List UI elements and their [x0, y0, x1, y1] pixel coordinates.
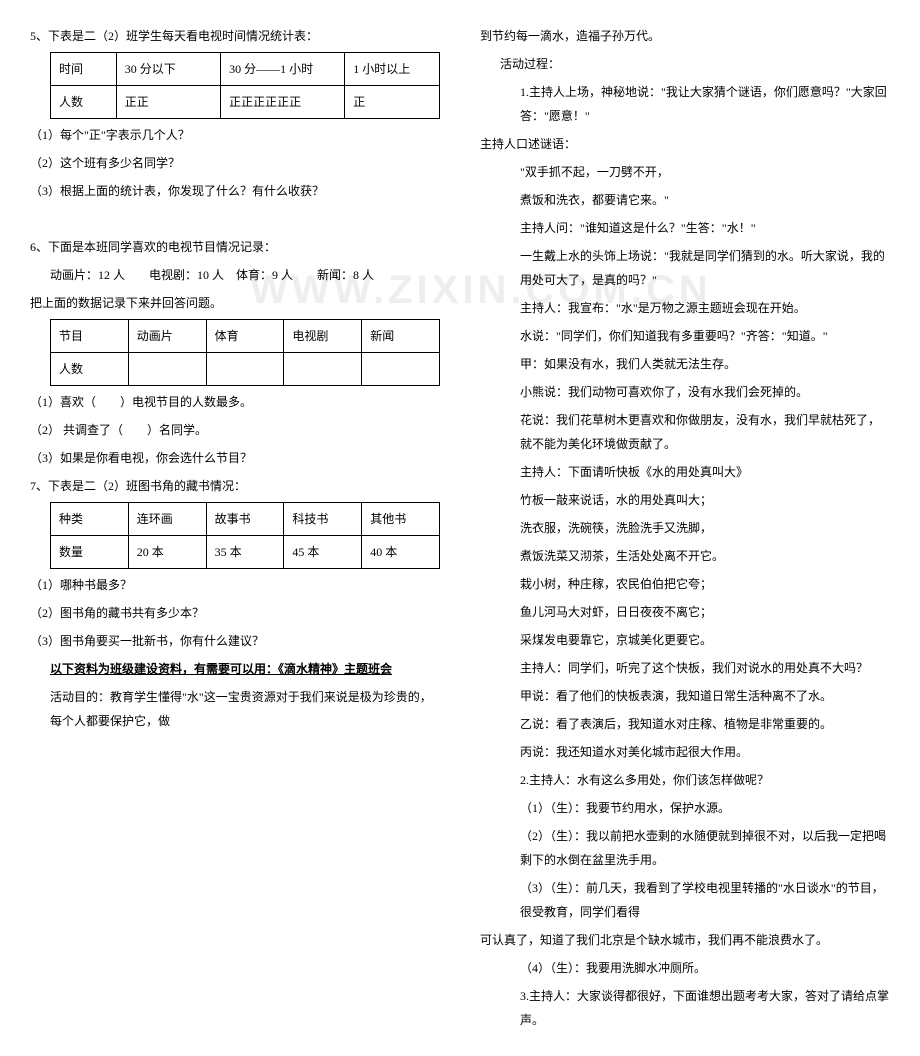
table-row: 人数 正正 正正正正正正 正: [51, 86, 440, 119]
table-row: 种类 连环画 故事书 科技书 其他书: [51, 503, 440, 536]
r-line: 丙说：我还知道水对美化城市起很大作用。: [480, 740, 890, 764]
q7-table: 种类 连环画 故事书 科技书 其他书 数量 20 本 35 本 45 本 40 …: [50, 502, 440, 569]
q5-sub3: （3）根据上面的统计表，你发现了什么？有什么收获？: [30, 179, 440, 203]
footer-line: 活动目的：教育学生懂得"水"这一宝贵资源对于我们来说是极为珍贵的，每个人都要保护…: [30, 685, 440, 733]
r-line: （3）（生）：前几天，我看到了学校电视里转播的"水日谈水"的节目，很受教育，同学…: [480, 876, 890, 924]
r-line: （1）（生）：我要节约用水，保护水源。: [480, 796, 890, 820]
table-row: 时间 30 分以下 30 分——1 小时 1 小时以上: [51, 53, 440, 86]
q6-record: 动画片：12 人 电视剧：10 人 体育：9 人 新闻：8 人: [30, 263, 440, 287]
q6-table: 节目 动画片 体育 电视剧 新闻 人数: [50, 319, 440, 386]
r-line: 小熊说：我们动物可喜欢你了，没有水我们会死掉的。: [480, 380, 890, 404]
r-line: 1.主持人上场，神秘地说："我让大家猜个谜语，你们愿意吗？"大家回答："愿意！": [480, 80, 890, 128]
r-line: 鱼儿河马大对虾，日日夜夜不离它；: [480, 600, 890, 624]
q6-title: 6、下面是本班同学喜欢的电视节目情况记录：: [30, 235, 440, 259]
q7-sub1: （1）哪种书最多？: [30, 573, 440, 597]
r-line: 采煤发电要靠它，京城美化更要它。: [480, 628, 890, 652]
q6-sub2: （2） 共调查了（ ）名同学。: [30, 418, 440, 442]
q5-title: 5、下表是二（2）班学生每天看电视时间情况统计表：: [30, 24, 440, 48]
r-line: 甲说：看了他们的快板表演，我知道日常生活种离不了水。: [480, 684, 890, 708]
r-line: 水说："同学们，你们知道我有多重要吗？"齐答："知道。": [480, 324, 890, 348]
q7-sub2: （2）图书角的藏书共有多少本？: [30, 601, 440, 625]
r-line: 3.主持人：大家谈得都很好，下面谁想出题考考大家，答对了请给点掌声。: [480, 984, 890, 1032]
table-row: 节目 动画片 体育 电视剧 新闻: [51, 320, 440, 353]
r-line: 洗衣服，洗碗筷，洗脸洗手又洗脚，: [480, 516, 890, 540]
r-line: 一生戴上水的头饰上场说："我就是同学们猜到的水。听大家说，我的用处可大了，是真的…: [480, 244, 890, 292]
table-row: 数量 20 本 35 本 45 本 40 本: [51, 536, 440, 569]
r-line: 主持人口述谜语：: [480, 132, 890, 156]
r-line: （4）（生）：我要用洗脚水冲厕所。: [480, 956, 890, 980]
r-line: "双手抓不起，一刀劈不开，: [480, 160, 890, 184]
q5-sub1: （1）每个"正"字表示几个人？: [30, 123, 440, 147]
q6-sub3: （3）如果是你看电视，你会选什么节目？: [30, 446, 440, 470]
q6-prompt: 把上面的数据记录下来并回答问题。: [30, 291, 440, 315]
r-line: 主持人问："谁知道这是什么？"生答："水！": [480, 216, 890, 240]
r-line: 主持人：同学们，听完了这个快板，我们对说水的用处真不大吗？: [480, 656, 890, 680]
q5-sub2: （2）这个班有多少名同学？: [30, 151, 440, 175]
r-line: 乙说：看了表演后，我知道水对庄稼、植物是非常重要的。: [480, 712, 890, 736]
r-line: 主持人：下面请听快板《水的用处真叫大》: [480, 460, 890, 484]
r-line: 煮饭洗菜又沏茶，生活处处离不开它。: [480, 544, 890, 568]
r-line: 到节约每一滴水，造福子孙万代。: [480, 24, 890, 48]
table-row: 人数: [51, 353, 440, 386]
r-line: 煮饭和洗衣，都要请它来。": [480, 188, 890, 212]
left-column: 5、下表是二（2）班学生每天看电视时间情况统计表： 时间 30 分以下 30 分…: [30, 20, 440, 1036]
q7-title: 7、下表是二（2）班图书角的藏书情况：: [30, 474, 440, 498]
r-line: 可认真了，知道了我们北京是个缺水城市，我们再不能浪费水了。: [480, 928, 890, 952]
q7-sub3: （3）图书角要买一批新书，你有什么建议？: [30, 629, 440, 653]
q5-table: 时间 30 分以下 30 分——1 小时 1 小时以上 人数 正正 正正正正正正…: [50, 52, 440, 119]
r-line: 花说：我们花草树木更喜欢和你做朋友，没有水，我们早就枯死了，就不能为美化环境做贡…: [480, 408, 890, 456]
r-line: （2）（生）：我以前把水壶剩的水随便就到掉很不对，以后我一定把喝剩下的水倒在盆里…: [480, 824, 890, 872]
q6-sub1: （1）喜欢（ ）电视节目的人数最多。: [30, 390, 440, 414]
r-line: 2.主持人：水有这么多用处，你们该怎样做呢？: [480, 768, 890, 792]
r-line: 活动过程：: [480, 52, 890, 76]
r-line: 主持人：我宣布："水"是万物之源主题班会现在开始。: [480, 296, 890, 320]
footer-bold: 以下资料为班级建设资料，有需要可以用：《滴水精神》主题班会: [30, 657, 440, 681]
right-column: 到节约每一滴水，造福子孙万代。 活动过程： 1.主持人上场，神秘地说："我让大家…: [480, 20, 890, 1036]
r-line: 竹板一敲来说话，水的用处真叫大；: [480, 488, 890, 512]
r-line: 甲：如果没有水，我们人类就无法生存。: [480, 352, 890, 376]
r-line: 栽小树，种庄稼，农民伯伯把它夸；: [480, 572, 890, 596]
